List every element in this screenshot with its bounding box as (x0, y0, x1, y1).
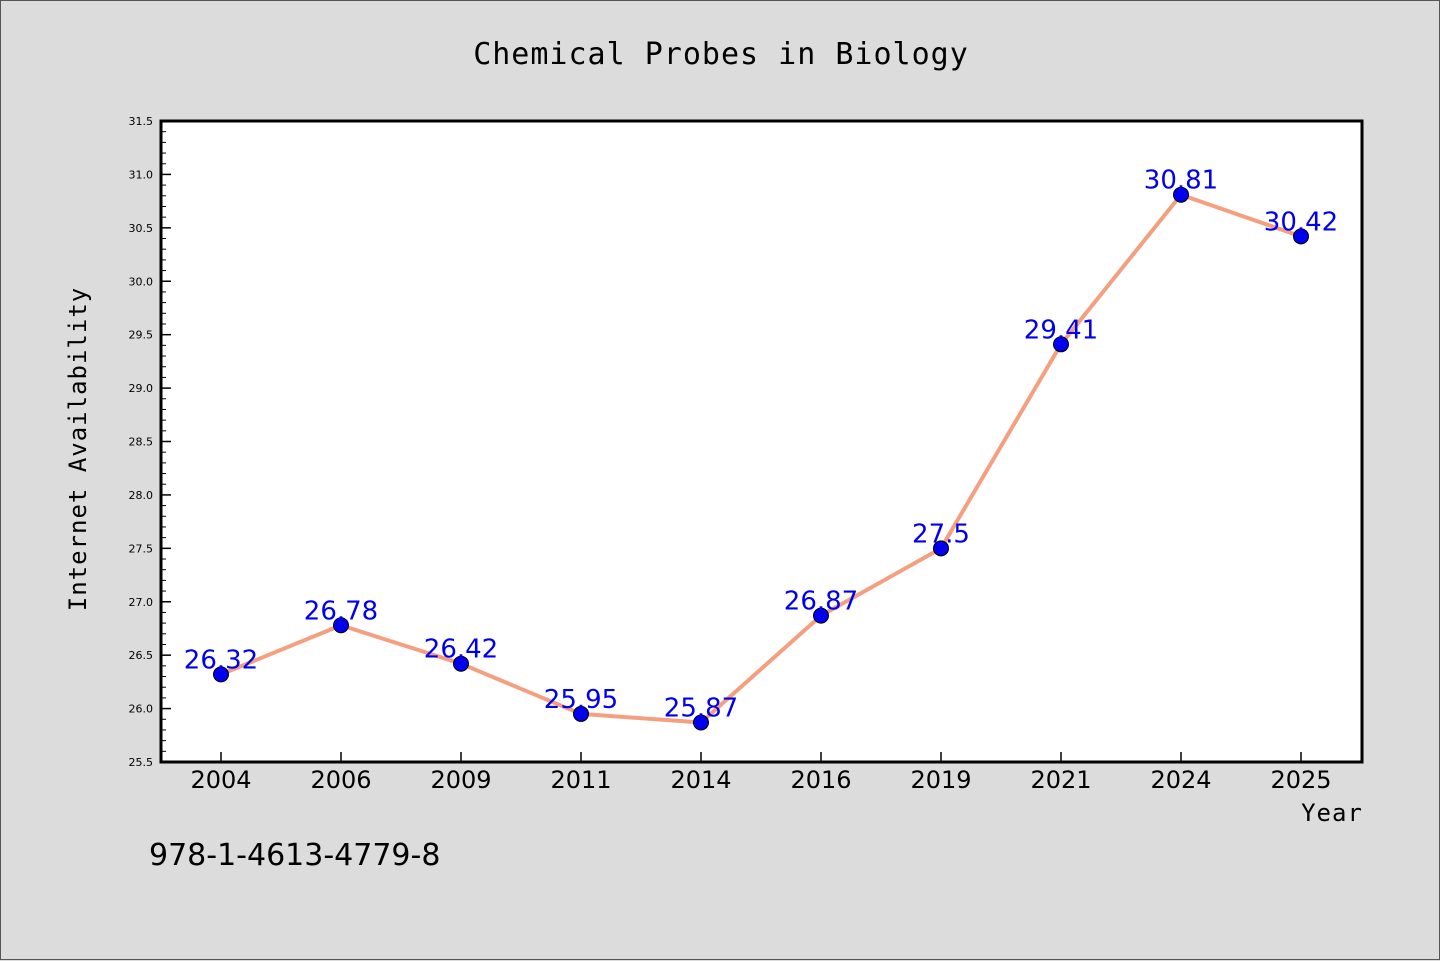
x-tick-label: 2009 (430, 766, 491, 794)
data-label: 26.87 (784, 587, 858, 617)
data-label: 25.95 (544, 685, 618, 715)
y-tick-label: 31.5 (129, 115, 154, 128)
data-point (213, 666, 229, 683)
y-axis-label: Internet Availability (64, 287, 92, 611)
data-point (813, 607, 829, 624)
x-tick-label: 2019 (910, 766, 971, 794)
data-label: 30.42 (1264, 207, 1338, 237)
x-tick-label: 2011 (550, 766, 611, 794)
chart-title: Chemical Probes in Biology (473, 37, 969, 72)
y-tick-label: 30.5 (129, 222, 154, 235)
data-labels-group: 26.32 26.78 26.42 25.95 25.87 26.87 27.5 29.41 3… (184, 166, 1338, 724)
data-label: 30.81 (1144, 166, 1218, 196)
data-label: 27.5 (912, 519, 970, 549)
data-point (453, 655, 469, 672)
data-point (933, 540, 949, 557)
x-axis-label: Year (1301, 799, 1363, 827)
x-tick-label: 2004 (190, 766, 251, 794)
y-tick-label: 25.5 (129, 756, 154, 769)
y-tick-label: 26.5 (129, 649, 154, 662)
y-axis-ticks: 25.5 26.0 26.5 27.0 27.5 28.0 28.5 29.0 29.5 30.0… (129, 115, 171, 769)
data-label: 25.87 (664, 693, 738, 723)
x-tick-label: 2021 (1030, 766, 1091, 794)
y-tick-label: 30.0 (129, 275, 154, 288)
y-tick-label: 29.5 (129, 329, 154, 342)
data-label: 29.41 (1024, 315, 1098, 345)
x-axis-ticks: 2004 2006 2009 2011 2014 2016 2019 2021 2024 2025 (190, 752, 1332, 794)
data-label: 26.78 (304, 596, 378, 626)
x-tick-label: 2014 (670, 766, 731, 794)
isbn-annotation: 978-1-4613-4779-8 (149, 838, 440, 873)
y-tick-label: 31.0 (129, 168, 154, 181)
x-tick-label: 2024 (1150, 766, 1211, 794)
y-tick-label: 28.5 (129, 436, 154, 449)
data-point (1053, 336, 1069, 353)
data-point (693, 714, 709, 731)
data-label: 26.42 (424, 635, 498, 665)
y-tick-label: 27.5 (129, 542, 154, 555)
y-tick-label: 26.0 (129, 703, 154, 716)
data-label: 26.32 (184, 645, 258, 675)
data-point (1293, 228, 1309, 245)
data-point (573, 705, 589, 722)
y-tick-label: 29.0 (129, 382, 154, 395)
x-tick-label: 2006 (310, 766, 371, 794)
y-tick-label: 27.0 (129, 596, 154, 609)
data-point (1173, 186, 1189, 203)
plot-area (159, 119, 1364, 764)
x-tick-label: 2016 (790, 766, 851, 794)
x-tick-label: 2025 (1270, 766, 1331, 794)
y-tick-label: 28.0 (129, 489, 154, 502)
series-line (219, 192, 1303, 725)
data-point (333, 617, 349, 634)
series-group (213, 186, 1309, 731)
